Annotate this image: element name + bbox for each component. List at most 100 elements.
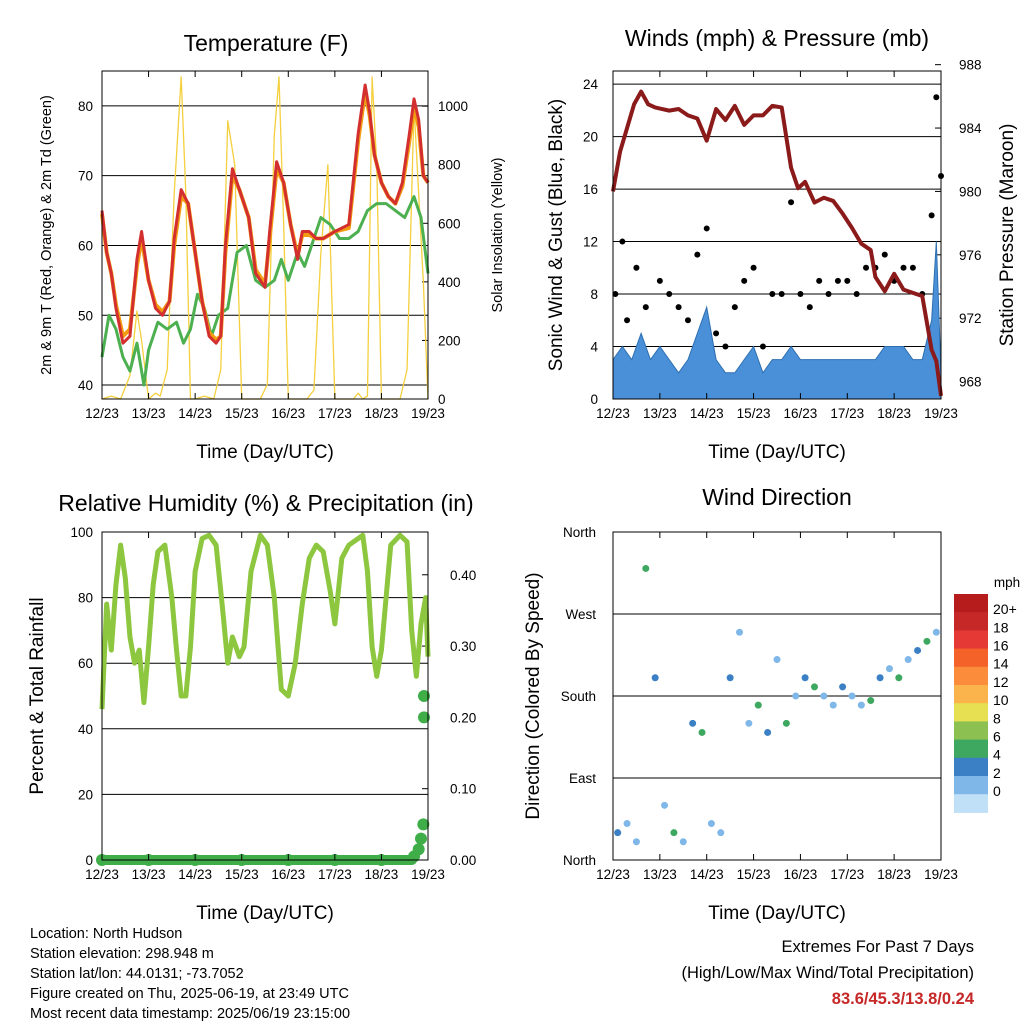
y-tick-label-dir: West [565,607,596,622]
legend-title: mph [994,575,1020,590]
created-text: Figure created on Thu, 2025-06-19, at 23… [30,986,349,1002]
precip-point [418,690,430,702]
y2-tick-label-wind: 968 [959,375,982,390]
direction-point [614,829,622,837]
y2-tick-label-rh: 0.20 [450,710,476,725]
direction-point [839,683,847,691]
direction-point [885,665,893,673]
dewpoint-series [100,195,430,387]
x-tick-label-wind: 17/23 [830,406,864,421]
x-tick-label-rh: 15/23 [225,867,259,882]
direction-point [642,564,650,572]
y-tick-label-wind: 24 [583,77,599,92]
gust-point [928,212,935,219]
legend-label: 4 [993,747,1001,763]
precip-point [412,843,425,856]
y-tick-label-temp: 60 [78,238,93,253]
legend-swatch [954,594,988,613]
y-tick-label-rh: 20 [78,787,93,802]
direction-point [670,829,678,837]
extremes-subtitle: (High/Low/Max Wind/Total Precipitation) [681,964,974,982]
x-tick-label-temp: 19/23 [411,406,445,421]
y-tick-label-dir: North [563,853,596,868]
x-tick-label-dir: 18/23 [877,867,911,882]
y-tick-label-wind: 12 [583,235,598,250]
gust-point [694,251,701,258]
plot-frame-dir [612,531,942,861]
x-tick-label-temp: 16/23 [271,406,305,421]
x-axis-label-wind: Time (Day/UTC) [708,442,846,463]
legend-swatch [954,794,988,813]
direction-point [736,628,744,636]
wind-speed-area [612,241,942,400]
y-tick-label-temp: 40 [78,378,93,393]
legend-swatch [954,757,988,777]
x-tick-label-rh: 19/23 [411,867,445,882]
legend-swatch [954,703,988,722]
gust-point [703,225,710,232]
latlon-text: Station lat/lon: 44.0131; -73.7052 [30,966,244,982]
solar-series [101,76,429,400]
legend-label: 14 [993,656,1009,672]
y2-tick-label-rh: 0.00 [450,853,476,868]
x-tick-label-temp: 18/23 [365,406,399,421]
direction-point [632,838,640,846]
x-tick-label-wind: 13/23 [643,406,677,421]
y-tick-label-temp: 80 [78,99,93,114]
y2-tick-label-temp: 200 [438,333,461,348]
gust-point [769,291,776,298]
precip-point [418,711,430,724]
x-tick-label-wind: 14/23 [690,406,724,421]
station-info: Location: North Hudson Station elevation… [30,924,350,1024]
gust-point [675,304,682,311]
direction-point [867,697,875,705]
gust-point [731,304,738,311]
direction-point [707,820,715,828]
direction-point [717,829,725,837]
x-tick-label-wind: 12/23 [596,406,630,421]
y-tick-label-wind: 8 [590,287,598,302]
temp-2m-series [100,83,430,345]
y2-tick-label-wind: 976 [959,248,982,263]
y2-tick-label-rh: 0.10 [450,782,476,797]
direction-point [623,820,631,828]
x-tick-label-rh: 12/23 [85,867,119,882]
direction-point [876,674,884,682]
chart-title-dir: Wind Direction [702,484,852,510]
extremes-values: 83.6/45.3/13.8/0.24 [831,990,974,1008]
gust-point [900,264,907,271]
direction-point [698,728,706,736]
y-tick-label-rh: 40 [78,722,93,737]
direction-point [754,701,762,709]
y2-tick-label-wind: 984 [959,121,982,136]
chart-title-temp: Temperature (F) [184,30,349,56]
y2-tick-label-rh: 0.40 [450,568,476,583]
legend-swatch [954,630,988,650]
direction-point [792,692,800,700]
y2-tick-label-rh: 0.30 [450,639,476,654]
x-tick-label-rh: 16/23 [271,867,305,882]
gust-point [825,291,832,298]
y2-axis-label-wind: Station Pressure (Maroon) [997,124,1018,347]
extremes-box: Extremes For Past 7 Days (High/Low/Max W… [681,934,974,1012]
gust-point [806,304,813,311]
direction-point [923,637,931,645]
y2-tick-label-temp: 600 [438,216,461,231]
legend-label: 18 [993,619,1009,635]
legend-label: 2 [993,765,1001,781]
direction-point [895,674,903,682]
gust-point [933,94,940,101]
gust-point [624,317,631,324]
x-tick-label-wind: 16/23 [784,406,818,421]
direction-point [848,692,856,700]
x-tick-label-rh: 14/23 [178,867,212,882]
legend-label: 6 [993,729,1001,745]
humidity-series [99,532,431,710]
x-tick-label-wind: 15/23 [737,406,771,421]
chart-title-rh: Relative Humidity (%) & Precipitation (i… [58,490,473,516]
gust-point [834,277,841,284]
y-axis-label-rh: Percent & Total Rainfall [27,597,48,794]
gust-point [666,291,673,298]
direction-point [820,692,828,700]
